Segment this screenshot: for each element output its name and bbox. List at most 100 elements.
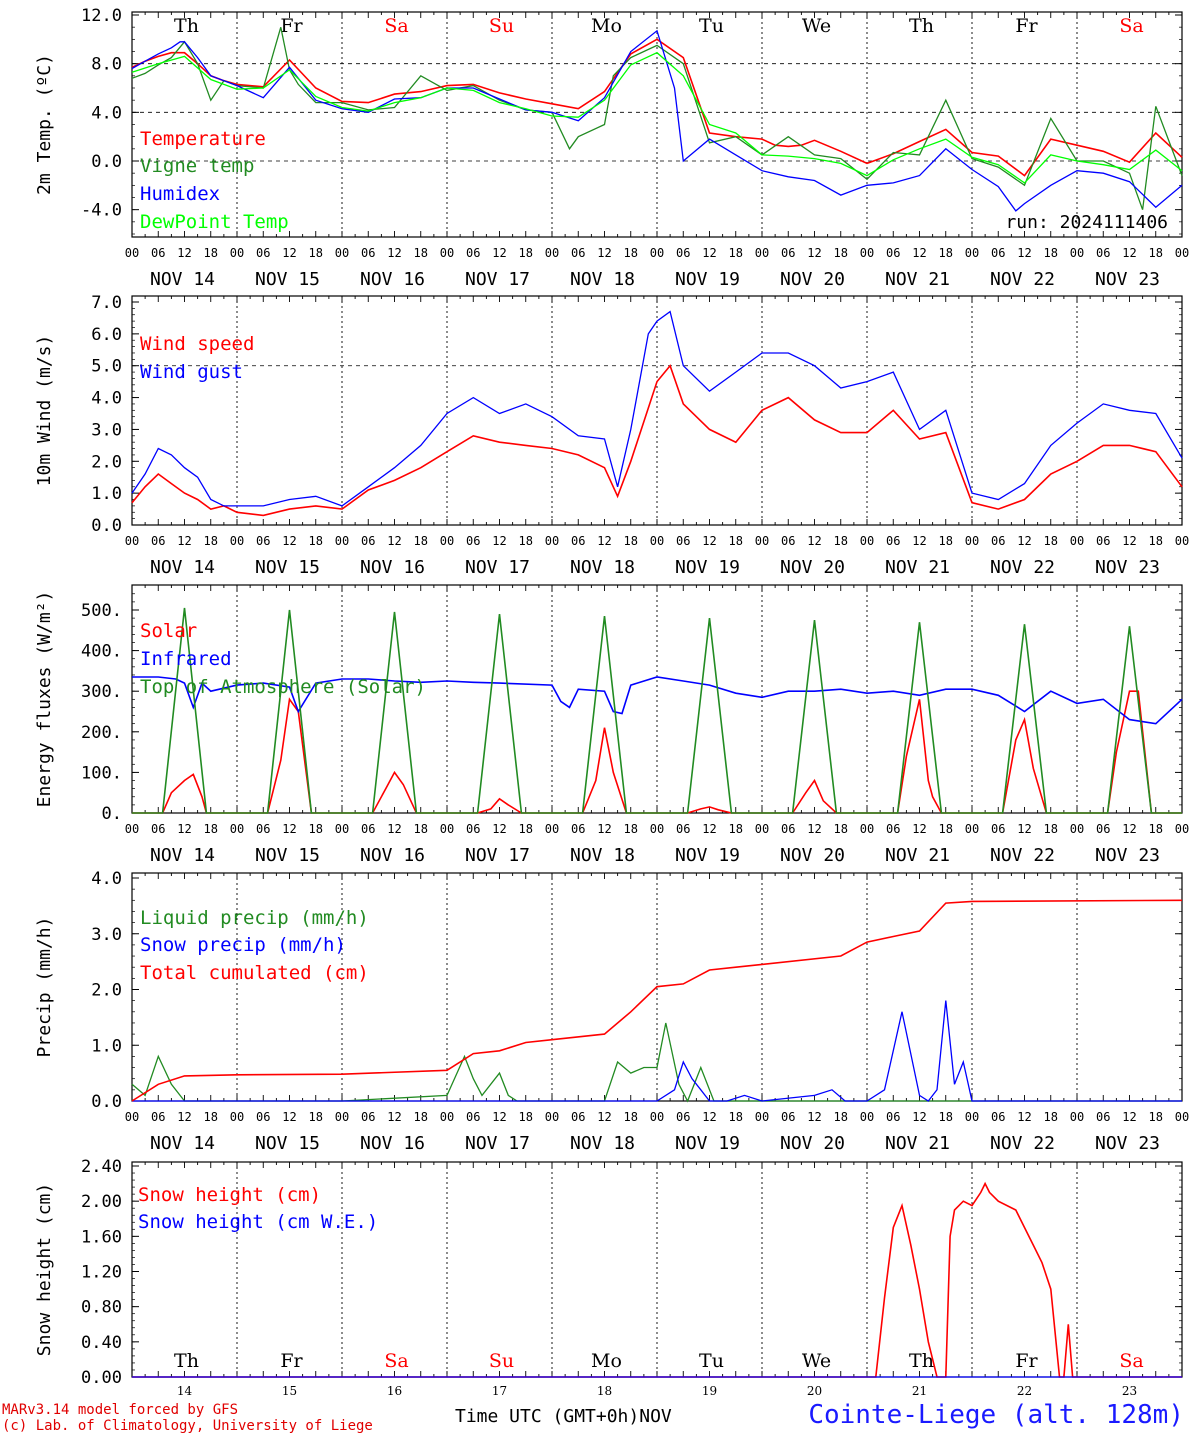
- hour-tick-label: 00: [545, 534, 559, 548]
- y-tick-label: 400.: [81, 642, 122, 662]
- day-name-label: Su: [489, 1350, 514, 1372]
- day-number-label: 21: [912, 1384, 927, 1398]
- date-label: NOV 18: [570, 1133, 635, 1154]
- day-name-label: We: [802, 1350, 831, 1372]
- day-number-label: 20: [807, 1384, 822, 1398]
- hour-tick-label: 18: [1044, 1110, 1058, 1124]
- hour-tick-label: 06: [256, 1110, 270, 1124]
- hour-tick-label: 00: [965, 534, 979, 548]
- time-axis-title: Time UTC (GMT+0h): [455, 1406, 640, 1427]
- hour-tick-label: 06: [151, 534, 165, 548]
- hour-tick-label: 18: [414, 534, 428, 548]
- date-label: NOV 15: [255, 845, 320, 866]
- hour-tick-label: 06: [781, 1110, 795, 1124]
- hour-tick-label: 18: [519, 246, 533, 260]
- y-tick-label: 0.: [102, 804, 122, 824]
- hour-tick-label: 12: [282, 1110, 296, 1124]
- date-label: NOV 18: [570, 269, 635, 290]
- hour-tick-label: 00: [440, 822, 454, 836]
- date-label: NOV 20: [780, 557, 845, 578]
- y-axis-label: 10m Wind (m/s): [34, 335, 55, 487]
- hour-tick-label: 06: [361, 246, 375, 260]
- hour-tick-label: 00: [125, 534, 139, 548]
- day-name-label: Fr: [280, 1350, 303, 1372]
- hour-tick-label: 18: [729, 246, 743, 260]
- hour-tick-label: 18: [309, 246, 323, 260]
- hour-tick-label: 06: [781, 822, 795, 836]
- date-label: NOV 16: [360, 557, 425, 578]
- y-tick-label: 4.0: [91, 103, 122, 123]
- hour-tick-label: 12: [807, 1110, 821, 1124]
- date-label: NOV 19: [675, 845, 740, 866]
- legend-entry: Liquid precip (mm/h): [140, 907, 369, 929]
- date-label: NOV 14: [150, 269, 215, 290]
- hour-tick-label: 00: [335, 534, 349, 548]
- day-name-label: Mo: [591, 1350, 622, 1372]
- y-tick-label: 0.40: [81, 1333, 122, 1353]
- date-label: NOV 16: [360, 1133, 425, 1154]
- series-line-dewpoint-temp: [131, 51, 1183, 184]
- y-axis-label: 2m Temp. (ºC): [34, 54, 55, 195]
- hour-tick-label: 06: [991, 822, 1005, 836]
- day-name-label: Fr: [1015, 15, 1038, 37]
- hour-tick-label: 06: [256, 246, 270, 260]
- hour-tick-label: 06: [991, 1110, 1005, 1124]
- hour-tick-label: 12: [912, 822, 926, 836]
- hour-tick-label: 18: [1149, 822, 1163, 836]
- hour-tick-label: 00: [650, 534, 664, 548]
- hour-tick-label: 18: [1044, 246, 1058, 260]
- y-tick-label: 5.0: [91, 357, 122, 377]
- hour-tick-label: 06: [466, 1110, 480, 1124]
- hour-tick-label: 00: [545, 1110, 559, 1124]
- y-tick-label: 7.0: [91, 293, 122, 313]
- day-name-label: We: [802, 15, 831, 37]
- y-tick-label: 0.0: [91, 1092, 122, 1112]
- hour-tick-label: 12: [1017, 534, 1031, 548]
- date-label: NOV 21: [885, 845, 950, 866]
- hour-tick-label: 18: [519, 822, 533, 836]
- series-line-infrared: [132, 676, 1183, 725]
- hour-tick-label: 18: [1149, 1110, 1163, 1124]
- hour-tick-label: 12: [702, 1110, 716, 1124]
- series-line-temperature: [131, 38, 1183, 177]
- hour-tick-label: 12: [1017, 822, 1031, 836]
- series-line-total-cumulated-cm-: [131, 899, 1183, 1102]
- hour-tick-label: 06: [991, 246, 1005, 260]
- day-number-label: 17: [492, 1384, 507, 1398]
- y-tick-label: 300.: [81, 682, 122, 702]
- hour-tick-label: 18: [729, 822, 743, 836]
- legend-entry: Temperature: [140, 128, 266, 150]
- y-tick-label: 4.0: [91, 389, 122, 409]
- hour-tick-label: 12: [492, 1110, 506, 1124]
- hour-tick-label: 00: [1175, 534, 1189, 548]
- hour-tick-label: 06: [1096, 534, 1110, 548]
- day-name-label: Fr: [280, 15, 303, 37]
- day-name-label: Sa: [384, 1350, 408, 1372]
- legend-entry: Solar: [140, 620, 197, 642]
- hour-tick-label: 18: [939, 534, 953, 548]
- day-name-label: Su: [489, 15, 514, 37]
- day-number-label: 23: [1122, 1384, 1137, 1398]
- hour-tick-label: 12: [1017, 246, 1031, 260]
- date-label: NOV 17: [465, 1133, 530, 1154]
- time-axis-label: Time UTC (GMT+0h)NOV: [455, 1406, 672, 1427]
- hour-tick-label: 12: [807, 246, 821, 260]
- date-label: NOV 20: [780, 1133, 845, 1154]
- hour-tick-label: 18: [414, 1110, 428, 1124]
- legend-entry: Snow height (cm): [138, 1184, 321, 1206]
- hour-tick-label: 18: [1149, 534, 1163, 548]
- legend-entry: Total cumulated (cm): [140, 962, 369, 984]
- hour-tick-label: 00: [755, 534, 769, 548]
- run-annotation: run: 2024111406: [1005, 212, 1168, 233]
- legend-entry: DewPoint Temp: [140, 211, 289, 233]
- hour-tick-label: 12: [597, 246, 611, 260]
- hour-tick-label: 12: [1122, 246, 1136, 260]
- hour-tick-label: 18: [939, 1110, 953, 1124]
- hour-tick-label: 12: [1122, 1110, 1136, 1124]
- y-tick-label: 200.: [81, 723, 122, 743]
- y-tick-label: 1.20: [81, 1263, 122, 1283]
- hour-tick-label: 00: [1175, 246, 1189, 260]
- hour-tick-label: 00: [755, 822, 769, 836]
- hour-tick-label: 06: [1096, 246, 1110, 260]
- hour-tick-label: 18: [204, 534, 218, 548]
